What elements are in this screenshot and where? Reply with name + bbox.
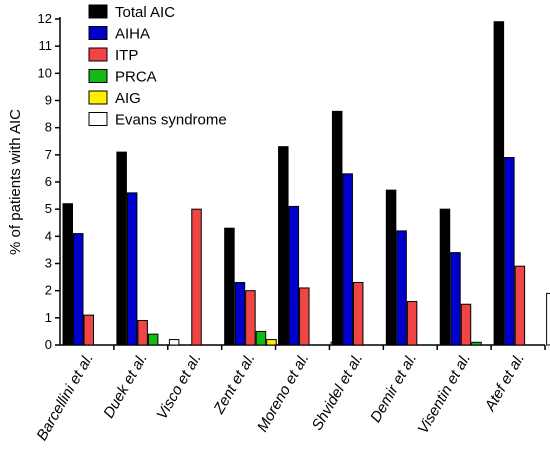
bar (450, 252, 461, 346)
bar (342, 173, 353, 346)
y-tick-label: 2 (45, 283, 52, 298)
legend-swatch (88, 112, 108, 126)
y-tick-label: 1 (45, 310, 52, 325)
bar (546, 292, 550, 346)
x-tick-label: Duek et al. (100, 351, 151, 422)
bar (460, 303, 472, 346)
x-tick-label: Visentin et al. (414, 351, 474, 437)
x-tick-label: Demir et al. (367, 351, 420, 426)
y-tick-label: 7 (45, 147, 52, 162)
legend-swatch (88, 26, 108, 40)
y-axis-label: % of patients with AIC (7, 109, 24, 255)
bar (352, 282, 364, 346)
x-tick-label: Shvidel et al. (309, 351, 367, 434)
x-tick-label: Moreno et al. (254, 351, 312, 435)
bar (278, 146, 289, 346)
bar (288, 205, 300, 346)
y-tick-label: 6 (45, 174, 52, 189)
bar (191, 208, 202, 346)
legend-label: Total AIC (115, 4, 175, 21)
y-tick-label: 8 (45, 120, 52, 135)
bar (385, 189, 397, 346)
y-tick-label: 10 (38, 65, 52, 80)
x-tick-label: Visco et al. (153, 351, 204, 423)
bar (234, 282, 246, 346)
x-tick-label: Barcellini et al. (33, 351, 96, 444)
legend: Total AIC AIHA ITP PRCA AIG Evans syndrome (88, 4, 227, 129)
bar (83, 314, 94, 346)
legend-label: AIHA (115, 26, 150, 43)
y-tick-label: 12 (38, 11, 52, 26)
bar (439, 208, 451, 346)
y-tick-label: 9 (45, 93, 52, 108)
bar (147, 333, 159, 346)
y-tick-label: 11 (39, 38, 53, 53)
y-tick-label: 5 (45, 201, 52, 216)
bars (62, 21, 550, 346)
bar (331, 110, 343, 346)
bar (493, 21, 505, 346)
legend-label: ITP (115, 47, 138, 64)
bar (224, 227, 235, 346)
y-tick-label: 4 (45, 228, 52, 243)
legend-swatch (88, 4, 108, 19)
bar (406, 301, 418, 346)
bar (266, 339, 277, 346)
bar (116, 151, 127, 346)
bar (299, 287, 310, 346)
x-tick-label: Zent et al. (210, 351, 259, 418)
bar (471, 341, 482, 346)
bar (73, 233, 84, 346)
y-tick-label: 0 (45, 337, 52, 352)
bar (396, 230, 407, 346)
bar (514, 265, 526, 346)
legend-label: AIG (115, 90, 141, 107)
legend-swatch (88, 90, 108, 105)
bar (168, 339, 180, 346)
y-tick-label: 3 (45, 256, 52, 271)
legend-label: Evans syndrome (115, 112, 227, 129)
x-tick-label: Atef et al. (481, 351, 528, 415)
legend-swatch (88, 69, 108, 83)
legend-label: PRCA (115, 69, 157, 86)
bar (504, 157, 515, 346)
bar (126, 192, 138, 346)
legend-swatch (88, 47, 108, 62)
bar (255, 330, 267, 346)
bar (137, 320, 148, 346)
bar (245, 290, 256, 346)
x-axis: Barcellini et al. Duek et al. Visco et al.… (33, 344, 546, 444)
bar (62, 203, 73, 346)
